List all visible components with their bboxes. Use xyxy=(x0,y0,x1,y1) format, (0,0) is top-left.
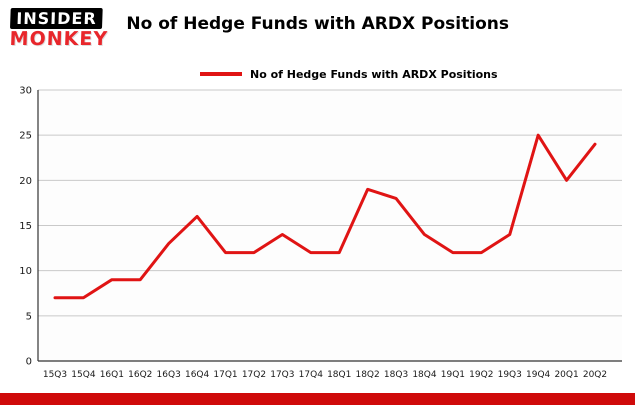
svg-text:18Q4: 18Q4 xyxy=(412,370,437,380)
svg-text:19Q2: 19Q2 xyxy=(469,370,493,380)
svg-text:18Q3: 18Q3 xyxy=(384,370,408,380)
svg-text:10: 10 xyxy=(19,266,32,277)
page-title: No of Hedge Funds with ARDX Positions xyxy=(126,14,509,34)
bottom-red-bar xyxy=(0,393,635,405)
svg-text:30: 30 xyxy=(19,86,32,97)
svg-text:17Q1: 17Q1 xyxy=(213,370,237,380)
svg-text:0: 0 xyxy=(26,357,32,368)
svg-text:5: 5 xyxy=(26,311,32,322)
svg-text:19Q3: 19Q3 xyxy=(498,370,522,380)
svg-text:18Q1: 18Q1 xyxy=(327,370,351,380)
svg-text:16Q2: 16Q2 xyxy=(128,370,152,380)
svg-text:18Q2: 18Q2 xyxy=(355,370,379,380)
chart-area: 0 5 10 15 20 25 30 15Q3 15Q4 16Q1 16Q2 16Q3 16Q4 17Q1… xyxy=(0,82,635,393)
svg-text:20: 20 xyxy=(19,176,32,187)
chart-legend: No of Hedge Funds with ARDX Positions xyxy=(200,66,635,82)
svg-text:15Q4: 15Q4 xyxy=(71,370,96,380)
legend-label: No of Hedge Funds with ARDX Positions xyxy=(250,67,498,81)
svg-text:17Q2: 17Q2 xyxy=(242,370,266,380)
svg-text:25: 25 xyxy=(19,131,32,142)
line-chart: 0 5 10 15 20 25 30 15Q3 15Q4 16Q1 16Q2 16Q3 16Q4 17Q1… xyxy=(19,86,622,380)
chart-header: INSIDER MONKEY No of Hedge Funds with AR… xyxy=(0,0,635,58)
svg-text:17Q4: 17Q4 xyxy=(299,370,324,380)
svg-text:15Q3: 15Q3 xyxy=(43,370,67,380)
svg-text:16Q4: 16Q4 xyxy=(185,370,210,380)
logo-insider-text: INSIDER xyxy=(9,8,104,29)
svg-text:19Q1: 19Q1 xyxy=(441,370,465,380)
svg-text:16Q3: 16Q3 xyxy=(157,370,181,380)
svg-text:20Q2: 20Q2 xyxy=(583,370,607,380)
logo-monkey-text: MONKEY xyxy=(9,28,109,50)
svg-text:16Q1: 16Q1 xyxy=(100,370,124,380)
svg-text:15: 15 xyxy=(19,221,32,232)
svg-text:19Q4: 19Q4 xyxy=(526,370,551,380)
svg-text:20Q1: 20Q1 xyxy=(554,370,578,380)
insider-monkey-logo: INSIDER MONKEY xyxy=(9,8,109,50)
svg-text:17Q3: 17Q3 xyxy=(270,370,294,380)
legend-line-swatch xyxy=(200,72,242,76)
